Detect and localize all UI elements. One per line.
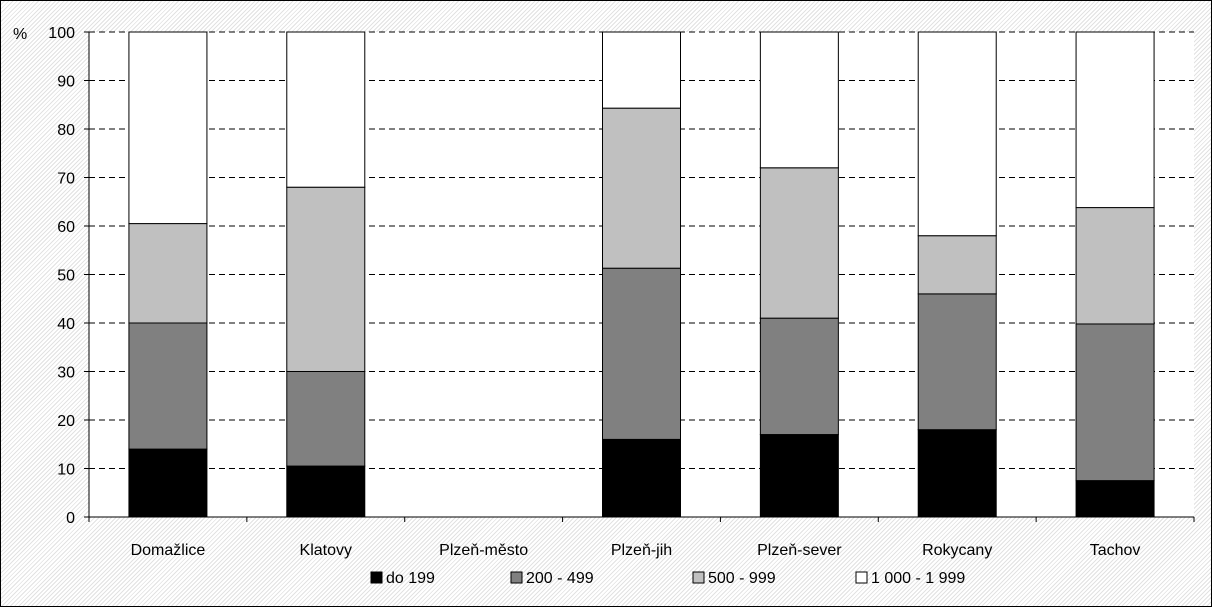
category-labels: Domažlice Klatovy Plzeň-město Plzeň-jih Plze… <box>131 542 1141 559</box>
legend-label: 1 000 - 1 999 <box>871 570 965 587</box>
bar-segment <box>917 235 997 295</box>
bar-segment <box>1075 323 1155 482</box>
y-tick-label: 50 <box>57 268 75 285</box>
bar-segment <box>917 293 997 431</box>
legend-swatch <box>510 571 523 584</box>
legend-label: 500 - 999 <box>708 570 776 587</box>
bar-segment <box>128 31 208 225</box>
y-tick-label: 60 <box>57 219 75 236</box>
legend-label: 200 - 499 <box>526 570 594 587</box>
bar-segment <box>1075 207 1155 325</box>
bar-segment <box>286 31 366 188</box>
bar-segment <box>917 31 997 237</box>
y-unit-label: % <box>13 26 27 43</box>
y-tick-labels: 0 10 20 30 40 50 60 70 80 90 100 <box>48 25 75 527</box>
legend-swatch <box>692 571 705 584</box>
bar-segment <box>286 371 366 467</box>
legend: do 199 200 - 499 500 - 999 1 000 - 1 999 <box>370 570 965 587</box>
category-label: Plzeň-město <box>439 542 528 559</box>
legend-label: do 199 <box>386 570 435 587</box>
bar-segment <box>286 186 366 372</box>
bar-segment <box>759 31 839 169</box>
y-tick-label: 30 <box>57 365 75 382</box>
bars <box>128 31 1155 518</box>
y-tick-label: 80 <box>57 122 75 139</box>
bar-segment <box>128 223 208 324</box>
bar-segment <box>1075 31 1155 209</box>
bar-segment <box>128 322 208 450</box>
bar-segment <box>128 448 208 518</box>
legend-swatch <box>855 571 868 584</box>
bar-segment <box>602 267 681 440</box>
bar-segment <box>602 438 681 518</box>
category-label: Domažlice <box>131 542 206 559</box>
bar-segment <box>759 167 839 319</box>
legend-swatch <box>370 571 383 584</box>
bar-segment <box>917 429 997 518</box>
y-tick-label: 90 <box>57 74 75 91</box>
category-label: Plzeň-jih <box>611 542 672 559</box>
y-tick-label: 40 <box>57 316 75 333</box>
bar-segment <box>286 465 366 518</box>
bar-segment <box>759 434 839 518</box>
category-label: Plzeň-sever <box>757 542 842 559</box>
category-label: Klatovy <box>300 542 352 559</box>
y-tick-label: 100 <box>48 25 75 42</box>
y-tick-label: 70 <box>57 171 75 188</box>
bar-segment <box>759 317 839 436</box>
y-tick-label: 20 <box>57 413 75 430</box>
category-label: Tachov <box>1090 542 1141 559</box>
category-label: Rokycany <box>922 542 992 559</box>
y-tick-label: 10 <box>57 462 75 479</box>
bar-segment <box>602 31 681 109</box>
bar-segment <box>1075 480 1155 518</box>
axes: % <box>13 26 1195 522</box>
bar-segment <box>602 107 681 269</box>
y-tick-label: 0 <box>66 510 75 527</box>
